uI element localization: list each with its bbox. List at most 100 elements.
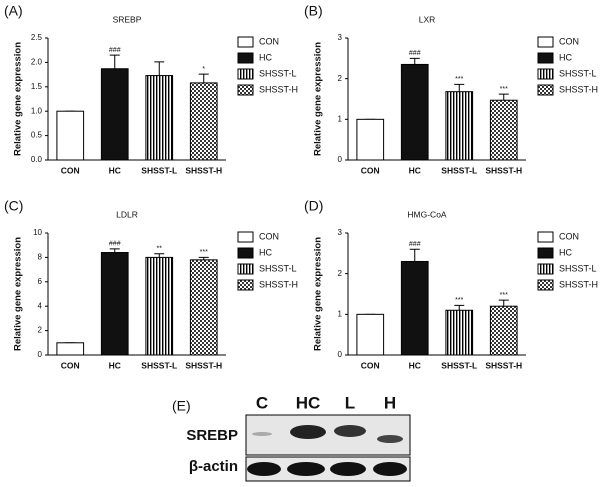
- legend-swatch: [237, 231, 254, 243]
- y-tick-label: 1.5: [31, 82, 43, 91]
- legend-swatch: [237, 68, 254, 80]
- error-bar: [154, 253, 165, 258]
- legend-label: SHSST-L: [259, 68, 297, 78]
- legend-swatch: [237, 36, 254, 48]
- legend-swatch: [237, 279, 254, 291]
- error-bar: [109, 54, 120, 69]
- legend-swatch: [537, 52, 554, 64]
- bar: [489, 99, 518, 161]
- x-tick-label: HC: [109, 165, 121, 175]
- y-tick-label: 0: [338, 155, 343, 164]
- bar: [445, 91, 474, 161]
- bar: [56, 110, 85, 161]
- legend-label: HC: [259, 52, 272, 62]
- x-tick-label: SHSST-H: [485, 360, 522, 370]
- bar: [356, 313, 385, 356]
- band: [330, 462, 366, 476]
- y-tick-label: 10: [33, 228, 42, 237]
- y-tick-label: 2.5: [31, 33, 43, 42]
- significance-label: ###: [109, 241, 121, 248]
- y-tick-label: 3: [338, 33, 343, 42]
- chart-panel: (B) LXR Relative gene expression 0 1 2 3 CON ###…: [304, 3, 598, 176]
- x-tick-label: HC: [109, 360, 121, 370]
- significance-label: ***: [500, 86, 508, 93]
- legend-label: SHSST-H: [259, 84, 298, 94]
- x-tick-label: CON: [61, 165, 80, 175]
- panel-label: (E): [172, 398, 191, 414]
- error-bar: [454, 83, 465, 92]
- chart-panel: (D) HMG-CoA Relative gene expression 0 1 2 3 CO…: [304, 198, 598, 371]
- error-bar: [198, 73, 209, 83]
- chart-title: SREBP: [113, 14, 142, 24]
- y-tick-label: 6: [38, 277, 43, 286]
- y-tick-label: 1.0: [31, 106, 43, 115]
- chart-title: HMG-CoA: [407, 209, 447, 219]
- y-tick-label: 0: [38, 350, 43, 359]
- bar: [145, 256, 174, 356]
- y-axis-label: Relative gene expression: [13, 237, 24, 351]
- legend-swatch: [537, 231, 554, 243]
- y-tick-label: 0.0: [31, 155, 43, 164]
- error-bar: [498, 93, 509, 101]
- x-tick-label: HC: [409, 360, 421, 370]
- row-label: SREBP: [186, 427, 238, 444]
- panel-label: (A): [4, 3, 23, 19]
- y-axis-label: Relative gene expression: [313, 237, 324, 351]
- significance-label: **: [157, 246, 163, 253]
- bar: [489, 305, 518, 356]
- chart-title: LXR: [419, 14, 436, 24]
- significance-label: ***: [200, 249, 208, 256]
- significance-label: ###: [409, 50, 421, 57]
- y-tick-label: 2: [38, 326, 43, 335]
- x-tick-label: HC: [409, 165, 421, 175]
- chart-panel: (C) LDLR Relative gene expression 0 2 4 6 8 10 CO…: [4, 198, 298, 371]
- legend-label: SHSST-H: [559, 279, 598, 289]
- significance-label: ***: [455, 76, 463, 83]
- y-tick-label: 1: [338, 114, 343, 123]
- legend-swatch: [537, 279, 554, 291]
- error-bar: [454, 304, 465, 311]
- legend-label: CON: [559, 36, 579, 46]
- y-axis-label: Relative gene expression: [313, 42, 324, 156]
- significance-label: ###: [409, 241, 421, 248]
- bar: [145, 75, 174, 161]
- legend-label: CON: [259, 36, 279, 46]
- legend-swatch: [237, 263, 254, 275]
- error-bar: [409, 248, 420, 262]
- band: [334, 425, 366, 437]
- band: [373, 462, 407, 476]
- legend-label: HC: [259, 247, 272, 257]
- band: [290, 425, 326, 439]
- bar: [445, 309, 474, 356]
- x-tick-label: SHSST-L: [441, 360, 477, 370]
- lane-label: L: [345, 393, 355, 412]
- error-bar: [154, 61, 165, 76]
- legend-swatch: [237, 247, 254, 259]
- blot-box: [245, 414, 411, 456]
- lane-label: H: [384, 393, 396, 412]
- legend-label: CON: [259, 231, 279, 241]
- legend-swatch: [237, 52, 254, 64]
- error-bar: [498, 299, 509, 307]
- legend-label: HC: [559, 52, 572, 62]
- legend-label: HC: [559, 247, 572, 257]
- significance-label: *: [202, 66, 205, 73]
- bar: [56, 342, 85, 356]
- legend-label: SHSST-L: [559, 68, 597, 78]
- error-bar: [409, 57, 420, 65]
- chart-panel: (A) SREBP Relative gene expression 0.0 0.5 1.…: [4, 3, 298, 176]
- x-tick-label: SHSST-L: [441, 165, 477, 175]
- x-tick-label: CON: [61, 360, 80, 370]
- y-tick-label: 2: [338, 269, 343, 278]
- band: [252, 432, 272, 436]
- band: [247, 462, 281, 476]
- significance-label: ***: [500, 292, 508, 299]
- bar: [356, 118, 385, 161]
- legend-label: SHSST-H: [259, 279, 298, 289]
- legend-swatch: [537, 36, 554, 48]
- y-tick-label: 4: [38, 301, 43, 310]
- lane-label: C: [256, 393, 268, 412]
- y-tick-label: 2.0: [31, 58, 43, 67]
- legend-label: SHSST-L: [559, 263, 597, 273]
